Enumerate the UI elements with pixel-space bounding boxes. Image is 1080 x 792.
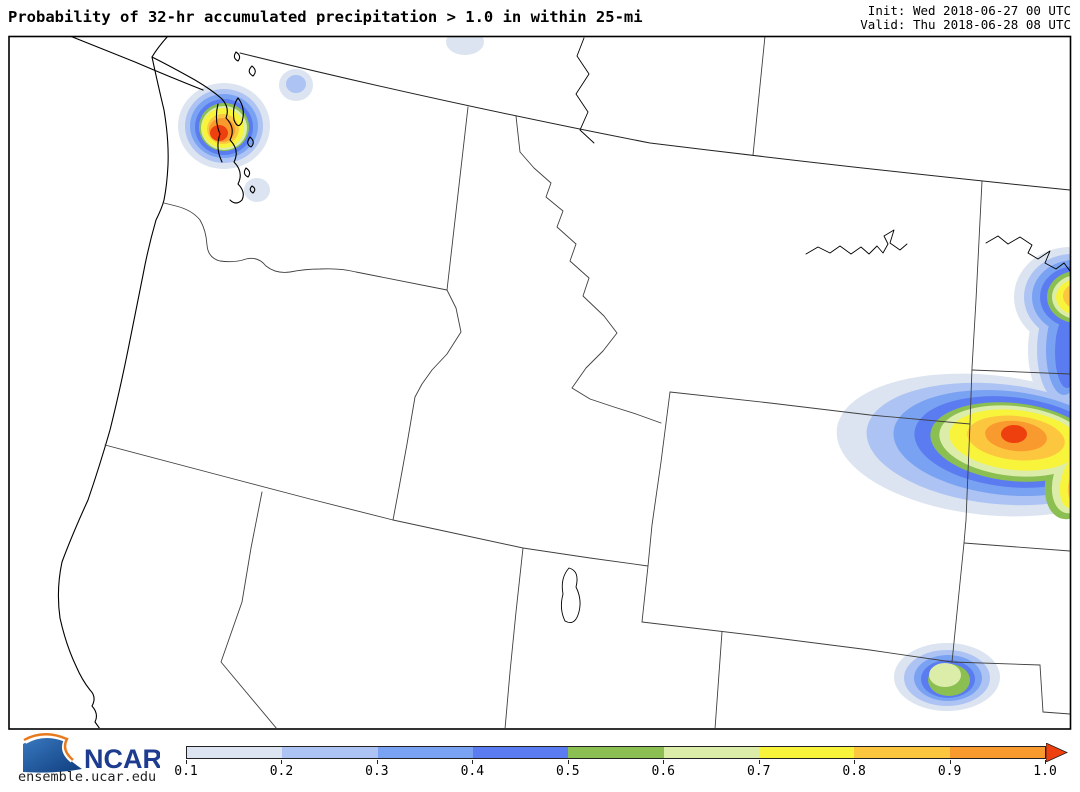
border-ca-nv [220, 491, 277, 728]
contour-level-0.2 [185, 75, 1070, 706]
valid-time: Valid: Thu 2018-06-28 08 UTC [860, 17, 1071, 32]
colorbar-tick [663, 760, 665, 764]
init-time: Init: Wed 2018-06-27 00 UTC [867, 3, 1071, 18]
colorbar-tick [567, 760, 569, 764]
border-ne-ks [1042, 711, 1070, 715]
logo-arc-orange [23, 733, 74, 761]
colorbar-segment [187, 747, 283, 758]
colorbar-segment [854, 747, 950, 758]
border-or-id [392, 289, 462, 521]
colorbar-segment [568, 747, 664, 758]
colorbar-tick-label: 0.9 [937, 764, 962, 779]
colorbar-tick-label: 0.8 [842, 764, 866, 779]
contour-level-0.1 [178, 37, 1070, 711]
colorbar-tick-label: 0.2 [269, 764, 294, 779]
colorbar-tick-label: 1.0 [1033, 764, 1057, 779]
colorbar-tick [281, 760, 283, 764]
colorbar-tick [376, 760, 378, 764]
colorbar-segment [663, 747, 759, 758]
great-salt-lake [560, 567, 581, 623]
border-wy-west [641, 391, 671, 623]
colorbar-tick-label: 0.6 [651, 764, 675, 779]
colorbar-segment [949, 747, 1045, 758]
border-co-ut [714, 631, 723, 728]
colorbar-tick [1045, 760, 1047, 764]
colorbar-arrow [1046, 743, 1068, 762]
init-valid-times: Init: Wed 2018-06-27 00 UTC Valid: Thu 2… [860, 4, 1071, 32]
rivers [575, 37, 1070, 272]
coastline [57, 37, 256, 728]
colorbar-tick-label: 0.4 [460, 764, 485, 779]
colorbar-tick [472, 760, 474, 764]
border-nv-ut [504, 547, 524, 728]
logo-wordmark: NCAR [84, 744, 160, 774]
colorbar-segment [377, 747, 473, 758]
site-url: ensemble.ucar.edu [18, 769, 157, 785]
border-ne-co [1039, 664, 1044, 713]
colorbar-tick [854, 760, 856, 764]
colorbar-tick [758, 760, 760, 764]
border-id-mt [515, 115, 662, 424]
colorbar-segment [472, 747, 569, 758]
colorbar-tick-label: 0.7 [746, 764, 771, 779]
colorbar-labels: 0.1 0.2 0.3 0.4 0.5 0.6 0.7 0.8 0.9 1.0 [174, 760, 1066, 782]
missouri-river [805, 229, 908, 255]
border-mt-wy [669, 391, 971, 425]
plot-frame [8, 35, 1072, 730]
colorbar-bar [186, 746, 1046, 759]
border-41n [641, 621, 1041, 666]
contour-level-0.3 [190, 94, 1070, 701]
probability-contours [178, 37, 1070, 711]
border-sd-ne [963, 542, 1070, 552]
colorbar-tick-label: 0.3 [365, 764, 389, 779]
canada-border [239, 52, 1070, 191]
border-nd-sd [971, 369, 1070, 375]
border-wa-id [446, 106, 469, 291]
colorbar-segment [282, 747, 378, 758]
logo-swoosh [23, 737, 82, 773]
page-title: Probability of 32-hr accumulated precipi… [8, 8, 643, 26]
border-wa-or-columbia-river [163, 202, 448, 291]
kootenai-river [575, 37, 595, 144]
milk-river [985, 235, 1070, 272]
colorbar-tick-label: 0.1 [174, 764, 198, 779]
ncar-logo: NCAR [23, 733, 160, 774]
border-bc-ab [752, 37, 766, 156]
border-42n [104, 444, 649, 567]
colorbar-segment [758, 747, 855, 758]
colorbar-tick-label: 0.5 [556, 764, 580, 779]
state-borders [104, 37, 1070, 728]
colorbar-tick [949, 760, 951, 764]
colorbar-tick [186, 760, 187, 764]
